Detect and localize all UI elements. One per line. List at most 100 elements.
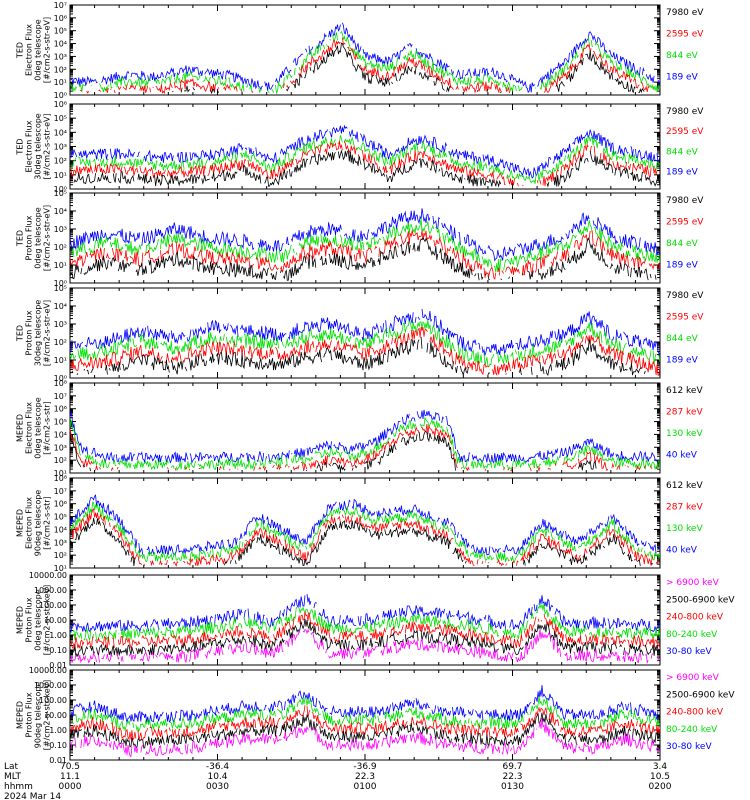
panel-4: 10⁰ 10¹ 10² 10³ 10⁴ 10⁵ TED Proton Flux 30deg te… bbox=[16, 284, 705, 383]
y-tick-label: 10⁵ bbox=[54, 418, 67, 427]
y-axis-label-line: Proton Flux bbox=[25, 597, 34, 642]
y-tick-label: 10³ bbox=[54, 143, 67, 152]
series-trace-2500-6900-kev bbox=[70, 618, 660, 658]
y-tick-label: 0.01 bbox=[49, 661, 67, 670]
y-axis-label-line: Electron Flux bbox=[25, 402, 34, 454]
y-tick-label: 10² bbox=[54, 157, 67, 166]
y-tick-label: 1.00 bbox=[49, 726, 67, 735]
lat-tick-label: -36.9 bbox=[353, 762, 377, 772]
legend-entry: 844 eV bbox=[666, 147, 699, 157]
legend-entry: 612 keV bbox=[666, 386, 703, 396]
legend-entry: 30-80 keV bbox=[666, 647, 712, 657]
legend-entry: 240-800 keV bbox=[666, 613, 724, 623]
y-tick-label: 10³ bbox=[54, 52, 67, 61]
date-label: 2024 Mar 14 bbox=[4, 792, 61, 800]
y-tick-label: 10¹ bbox=[54, 356, 67, 365]
y-tick-label: 10¹ bbox=[54, 78, 67, 87]
y-tick-label: 10⁶ bbox=[54, 100, 67, 109]
legend-entry: > 6900 keV bbox=[666, 673, 720, 683]
y-axis-label-line: [#/cm2-s-str-eV] bbox=[43, 205, 52, 271]
y-tick-label: 1000.00 bbox=[34, 681, 67, 690]
series-trace-189-ev bbox=[70, 208, 660, 262]
panel-5: 10¹ 10² 10³ 10⁴ 10⁵ 10⁶ 10⁷ 10⁸ MEPED Electron Fl… bbox=[16, 379, 704, 478]
legend-entry: 30-80 keV bbox=[666, 742, 712, 752]
lat-tick-label: 69.7 bbox=[502, 762, 522, 772]
y-axis-label-line: TED bbox=[16, 42, 25, 59]
y-tick-label: 0.10 bbox=[49, 646, 67, 655]
axis-row-label: hhmm bbox=[4, 782, 33, 792]
legend-entry: 80-240 keV bbox=[666, 630, 718, 640]
legend-entry: 844 eV bbox=[666, 51, 699, 61]
y-tick-label: 10⁰ bbox=[54, 185, 67, 194]
y-tick-label: 100.00 bbox=[39, 601, 67, 610]
legend-entry: 2595 eV bbox=[666, 312, 704, 322]
y-tick-label: 10¹ bbox=[54, 564, 67, 573]
mlt-tick-label: 11.1 bbox=[60, 772, 80, 782]
y-tick-label: 10¹ bbox=[54, 469, 67, 478]
y-axis-label-line: TED bbox=[16, 138, 25, 155]
y-tick-label: 10⁰ bbox=[54, 279, 67, 288]
panel-3: 10⁰ 10¹ 10² 10³ 10⁴ 10⁵ TED Proton Flux 0deg tel… bbox=[16, 189, 705, 288]
y-tick-label: 10² bbox=[54, 65, 67, 74]
y-axis-label-line: 0deg telescope bbox=[34, 397, 43, 458]
legend-entry: 7980 eV bbox=[666, 107, 704, 117]
y-axis-label-line: MEPED bbox=[16, 606, 25, 634]
y-tick-label: 10³ bbox=[54, 538, 67, 547]
legend-entry: 7980 eV bbox=[666, 8, 704, 18]
y-axis-label-line: Electron Flux bbox=[25, 497, 34, 549]
y-tick-label: 10² bbox=[54, 243, 67, 252]
legend-entry: 80-240 keV bbox=[666, 725, 718, 735]
y-tick-label: 10⁷ bbox=[54, 1, 67, 10]
series-trace-2595-ev bbox=[80, 38, 660, 93]
series-trace-287-kev bbox=[70, 508, 660, 567]
y-tick-label: 10.00 bbox=[44, 616, 67, 625]
series-trace-612-kev bbox=[70, 432, 605, 472]
y-tick-label: 10¹ bbox=[54, 261, 67, 270]
y-tick-label: 10¹ bbox=[54, 171, 67, 180]
y-axis-label-line: [#/cm2-s-str] bbox=[43, 401, 52, 454]
y-tick-label: 10⁰ bbox=[54, 91, 67, 100]
y-axis-label-line: Proton Flux bbox=[25, 310, 34, 355]
y-axis-label-line: Electron Flux bbox=[25, 24, 34, 76]
time-tick-label: 0200 bbox=[649, 782, 672, 792]
series-trace-30-80-kev bbox=[71, 685, 660, 723]
time-tick-label: 0030 bbox=[206, 782, 229, 792]
y-tick-label: 10⁴ bbox=[54, 525, 67, 534]
panel-frame bbox=[69, 103, 661, 190]
y-tick-label: 10⁵ bbox=[54, 27, 67, 36]
series-trace-80-240-kev bbox=[70, 603, 660, 642]
series-trace-844-ev bbox=[70, 135, 660, 184]
series-trace-2595-ev bbox=[70, 326, 660, 376]
y-axis-label-line: MEPED bbox=[16, 414, 25, 442]
y-axis-label-line: 30deg telescope bbox=[34, 300, 43, 367]
mlt-tick-label: 22.3 bbox=[355, 772, 375, 782]
time-tick-label: 0130 bbox=[501, 782, 524, 792]
y-axis-label-line: [#/cm2-s-str-eV] bbox=[43, 300, 52, 366]
y-tick-label: 1000.00 bbox=[34, 586, 67, 595]
time-tick-label: 0000 bbox=[59, 782, 82, 792]
y-axis-label-line: 30deg telescope bbox=[34, 113, 43, 180]
y-tick-label: 1.00 bbox=[49, 631, 67, 640]
y-axis-label-line: 0deg telescope bbox=[34, 19, 43, 80]
series-trace-30-80-kev bbox=[70, 594, 660, 634]
y-tick-label: 10² bbox=[54, 338, 67, 347]
y-axis-label-line: Proton Flux bbox=[25, 692, 34, 737]
y-tick-label: 0.01 bbox=[49, 756, 67, 765]
series-trace-2595-ev bbox=[70, 230, 660, 280]
y-tick-label: 10⁵ bbox=[54, 513, 67, 522]
y-axis-label-line: [#/cm2-s-str-eV] bbox=[43, 17, 52, 83]
y-tick-label: 10³ bbox=[54, 225, 67, 234]
panel-6: 10¹ 10² 10³ 10⁴ 10⁵ 10⁶ 10⁷ 10⁸ MEPED Electron Fl… bbox=[16, 474, 704, 573]
y-tick-label: 10⁸ bbox=[54, 474, 67, 483]
legend-entry: 189 eV bbox=[666, 260, 699, 270]
legend-entry: 2595 eV bbox=[666, 127, 704, 137]
panel-frame bbox=[69, 669, 661, 761]
series-trace-7980-ev bbox=[70, 149, 660, 188]
series-trace-612-kev bbox=[70, 517, 654, 567]
y-tick-label: 10000.00 bbox=[29, 666, 67, 675]
y-tick-label: 10² bbox=[54, 551, 67, 560]
y-axis-label-line: 0deg telescope bbox=[34, 589, 43, 650]
lat-tick-label: 3.4 bbox=[653, 762, 668, 772]
y-tick-label: 10.00 bbox=[44, 711, 67, 720]
